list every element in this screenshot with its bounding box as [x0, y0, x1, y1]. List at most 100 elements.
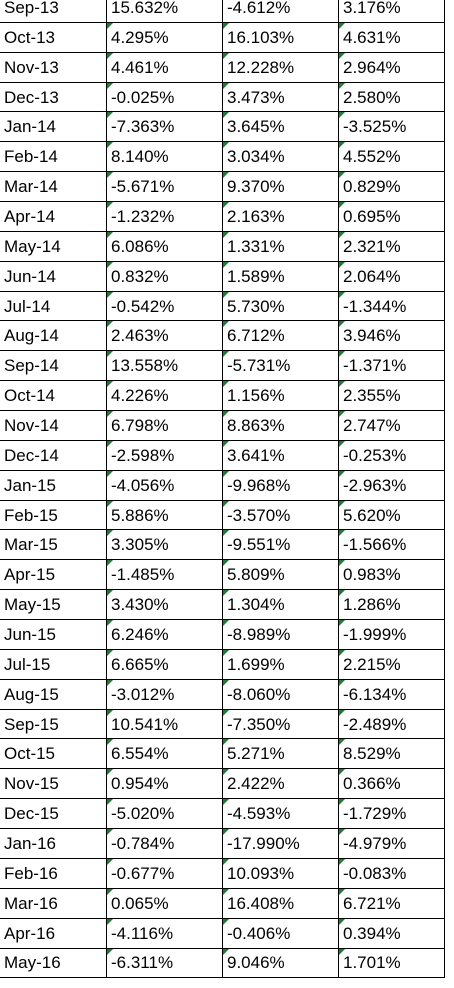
value-cell-b[interactable]: -8.060%: [222, 678, 339, 710]
value-cell-c[interactable]: -1.344%: [338, 290, 445, 322]
value-cell-b[interactable]: 6.712%: [222, 320, 339, 352]
value-cell-c[interactable]: 4.631%: [338, 21, 445, 53]
month-cell[interactable]: Jul-15: [0, 648, 107, 680]
value-cell-a[interactable]: -6.311%: [106, 947, 223, 979]
value-cell-b[interactable]: 5.809%: [222, 559, 339, 591]
month-cell[interactable]: Jan-14: [0, 111, 107, 143]
month-cell[interactable]: Sep-14: [0, 350, 107, 382]
value-cell-b[interactable]: 10.093%: [222, 857, 339, 889]
value-cell-a[interactable]: 6.086%: [106, 230, 223, 262]
value-cell-a[interactable]: 6.554%: [106, 738, 223, 770]
value-cell-b[interactable]: 2.163%: [222, 201, 339, 232]
value-cell-b[interactable]: 1.699%: [222, 648, 339, 680]
value-cell-b[interactable]: 16.103%: [222, 21, 339, 53]
value-cell-a[interactable]: -1.485%: [106, 559, 223, 591]
value-cell-c[interactable]: 2.747%: [338, 410, 445, 441]
value-cell-a[interactable]: 8.140%: [106, 141, 223, 173]
value-cell-b[interactable]: 9.046%: [222, 947, 339, 979]
month-cell[interactable]: Apr-14: [0, 201, 107, 232]
value-cell-a[interactable]: 15.632%: [106, 0, 223, 23]
value-cell-a[interactable]: -2.598%: [106, 439, 223, 471]
value-cell-a[interactable]: -3.012%: [106, 678, 223, 710]
month-cell[interactable]: Oct-13: [0, 21, 107, 53]
value-cell-a[interactable]: 6.798%: [106, 410, 223, 441]
value-cell-a[interactable]: 5.886%: [106, 499, 223, 531]
value-cell-c[interactable]: -1.371%: [338, 350, 445, 382]
value-cell-c[interactable]: -2.963%: [338, 469, 445, 501]
month-cell[interactable]: Dec-13: [0, 81, 107, 113]
value-cell-c[interactable]: 0.366%: [338, 768, 445, 800]
month-cell[interactable]: Mar-14: [0, 171, 107, 203]
value-cell-b[interactable]: 9.370%: [222, 171, 339, 203]
value-cell-c[interactable]: 2.064%: [338, 260, 445, 292]
value-cell-c[interactable]: 3.176%: [338, 0, 445, 23]
value-cell-c[interactable]: 2.355%: [338, 380, 445, 412]
value-cell-a[interactable]: 13.558%: [106, 350, 223, 382]
month-cell[interactable]: Jun-14: [0, 260, 107, 292]
value-cell-b[interactable]: 1.331%: [222, 230, 339, 262]
month-cell[interactable]: Jan-15: [0, 469, 107, 501]
value-cell-b[interactable]: -9.551%: [222, 529, 339, 561]
value-cell-a[interactable]: -5.020%: [106, 798, 223, 830]
value-cell-c[interactable]: -4.979%: [338, 828, 445, 859]
value-cell-b[interactable]: -4.612%: [222, 0, 339, 23]
value-cell-c[interactable]: 1.286%: [338, 589, 445, 621]
value-cell-b[interactable]: 1.589%: [222, 260, 339, 292]
value-cell-c[interactable]: 2.580%: [338, 81, 445, 113]
value-cell-a[interactable]: -7.363%: [106, 111, 223, 143]
value-cell-c[interactable]: -1.566%: [338, 529, 445, 561]
value-cell-b[interactable]: 3.645%: [222, 111, 339, 143]
month-cell[interactable]: Aug-15: [0, 678, 107, 710]
value-cell-a[interactable]: 10.541%: [106, 708, 223, 740]
value-cell-b[interactable]: -8.989%: [222, 619, 339, 650]
value-cell-b[interactable]: 3.473%: [222, 81, 339, 113]
month-cell[interactable]: May-14: [0, 230, 107, 262]
value-cell-a[interactable]: 0.832%: [106, 260, 223, 292]
value-cell-c[interactable]: 2.321%: [338, 230, 445, 262]
value-cell-b[interactable]: 8.863%: [222, 410, 339, 441]
value-cell-c[interactable]: 2.964%: [338, 51, 445, 83]
value-cell-a[interactable]: -1.232%: [106, 201, 223, 232]
value-cell-b[interactable]: -0.406%: [222, 917, 339, 949]
month-cell[interactable]: Dec-14: [0, 439, 107, 471]
month-cell[interactable]: May-16: [0, 947, 107, 979]
month-cell[interactable]: Apr-16: [0, 917, 107, 949]
value-cell-b[interactable]: 12.228%: [222, 51, 339, 83]
month-cell[interactable]: Mar-16: [0, 887, 107, 919]
value-cell-a[interactable]: -0.542%: [106, 290, 223, 322]
month-cell[interactable]: Mar-15: [0, 529, 107, 561]
value-cell-c[interactable]: 8.529%: [338, 738, 445, 770]
month-cell[interactable]: Oct-14: [0, 380, 107, 412]
value-cell-a[interactable]: 0.065%: [106, 887, 223, 919]
value-cell-b[interactable]: 3.034%: [222, 141, 339, 173]
value-cell-a[interactable]: 3.430%: [106, 589, 223, 621]
value-cell-a[interactable]: 6.665%: [106, 648, 223, 680]
value-cell-b[interactable]: -3.570%: [222, 499, 339, 531]
month-cell[interactable]: Feb-14: [0, 141, 107, 173]
value-cell-c[interactable]: 1.701%: [338, 947, 445, 979]
value-cell-b[interactable]: -17.990%: [222, 828, 339, 859]
month-cell[interactable]: Nov-15: [0, 768, 107, 800]
value-cell-b[interactable]: 1.156%: [222, 380, 339, 412]
month-cell[interactable]: Sep-15: [0, 708, 107, 740]
month-cell[interactable]: Jul-14: [0, 290, 107, 322]
value-cell-a[interactable]: 2.463%: [106, 320, 223, 352]
value-cell-c[interactable]: 0.695%: [338, 201, 445, 232]
month-cell[interactable]: Nov-14: [0, 410, 107, 441]
value-cell-c[interactable]: -0.253%: [338, 439, 445, 471]
value-cell-b[interactable]: 16.408%: [222, 887, 339, 919]
value-cell-a[interactable]: -0.677%: [106, 857, 223, 889]
month-cell[interactable]: Feb-16: [0, 857, 107, 889]
value-cell-c[interactable]: 3.946%: [338, 320, 445, 352]
value-cell-c[interactable]: 0.394%: [338, 917, 445, 949]
value-cell-c[interactable]: 4.552%: [338, 141, 445, 173]
value-cell-c[interactable]: -1.999%: [338, 619, 445, 650]
value-cell-b[interactable]: -4.593%: [222, 798, 339, 830]
month-cell[interactable]: Apr-15: [0, 559, 107, 591]
value-cell-a[interactable]: -0.025%: [106, 81, 223, 113]
value-cell-c[interactable]: 0.829%: [338, 171, 445, 203]
value-cell-a[interactable]: -5.671%: [106, 171, 223, 203]
value-cell-a[interactable]: 3.305%: [106, 529, 223, 561]
value-cell-c[interactable]: -0.083%: [338, 857, 445, 889]
value-cell-b[interactable]: -9.968%: [222, 469, 339, 501]
